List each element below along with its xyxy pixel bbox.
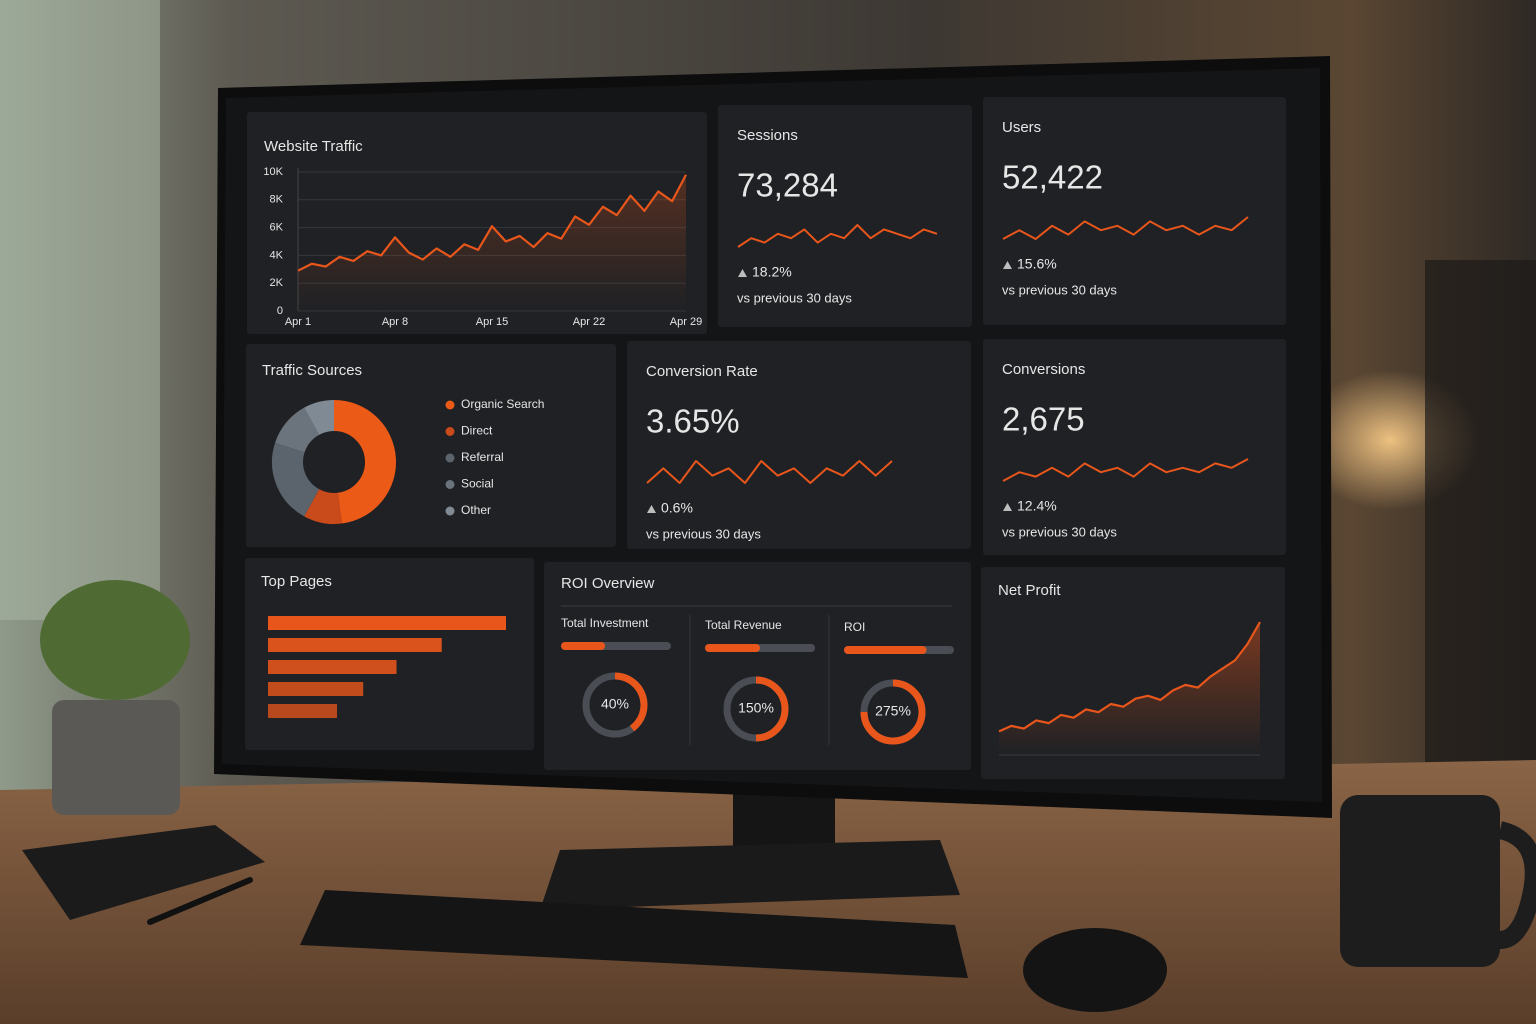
legend-label: Other [461, 503, 491, 517]
plant-pot [52, 700, 180, 815]
y-tick-label: 4K [270, 249, 284, 261]
card-title: Sessions [737, 127, 798, 144]
panel-title: Website Traffic [264, 138, 363, 155]
x-tick-label: Apr 29 [670, 316, 702, 328]
sparkline [1002, 216, 1249, 240]
panel [627, 341, 971, 549]
bar [268, 682, 364, 696]
progress-fill [844, 646, 927, 654]
panel [983, 97, 1286, 325]
mug [1340, 795, 1500, 967]
y-tick-label: 2K [270, 277, 284, 289]
roi-label: ROI [844, 620, 865, 634]
up-arrow [738, 269, 747, 277]
line-series [297, 174, 687, 272]
card-note: vs previous 30 days [1002, 282, 1117, 297]
x-tick-label: Apr 22 [573, 316, 605, 328]
progress-fill [561, 642, 605, 650]
notebook [22, 825, 265, 920]
dashboard: Website Traffic 0 2K 4K 6K 8K 10K Apr 1 Apr 8 Apr… [245, 97, 1286, 779]
x-tick-label: Apr 8 [382, 316, 408, 328]
bar [268, 616, 506, 630]
roi-label: Total Investment [561, 616, 649, 630]
panel-title: Traffic Sources [262, 362, 362, 379]
gauge-arc [755, 676, 789, 742]
keyboard [300, 890, 968, 978]
up-arrow [1003, 261, 1012, 269]
panel-title: Net Profit [998, 582, 1061, 599]
panel [245, 558, 534, 750]
up-arrow [1003, 503, 1012, 511]
pie-slice [275, 407, 320, 454]
roi-label: Total Revenue [705, 618, 782, 632]
bar [268, 660, 397, 674]
gauge-arc [614, 672, 648, 732]
card-note: vs previous 30 days [1002, 524, 1117, 539]
card-value: 73,284 [737, 167, 838, 204]
line-area [298, 174, 686, 311]
pie-slice [304, 400, 335, 436]
card-title: Users [1002, 119, 1041, 136]
card-title: Conversions [1002, 361, 1085, 378]
card-change: 0.6% [661, 500, 693, 516]
card-change: 15.6% [1017, 256, 1057, 272]
gauge-arc [860, 679, 926, 745]
legend-swatch [445, 400, 455, 410]
card-value: 3.65% [646, 403, 740, 440]
bar [268, 704, 338, 718]
panel [983, 339, 1286, 555]
y-tick-label: 10K [263, 166, 283, 178]
card-note: vs previous 30 days [646, 526, 761, 541]
card-change: 18.2% [752, 264, 792, 280]
window [0, 0, 160, 620]
y-tick-label: 8K [270, 194, 284, 206]
gauge-label: 275% [875, 703, 911, 719]
up-arrow [647, 505, 656, 513]
progress-fill [705, 644, 760, 652]
card-value: 2,675 [1002, 401, 1085, 438]
card-title: Conversion Rate [646, 363, 758, 380]
sparkline [737, 224, 938, 248]
mouse [1023, 928, 1167, 1012]
legend-swatch [445, 453, 455, 463]
legend-swatch [445, 480, 455, 489]
y-tick-label: 0 [277, 305, 283, 317]
area-fill [999, 622, 1260, 755]
panel-title: ROI Overview [561, 575, 655, 592]
shelf [1425, 260, 1536, 780]
pie-slice [304, 488, 342, 524]
monitor-base [540, 840, 960, 910]
panel [718, 105, 972, 327]
legend-label: Referral [461, 450, 504, 464]
legend-swatch [445, 506, 455, 516]
card-note: vs previous 30 days [737, 290, 852, 305]
plant [40, 580, 190, 700]
panel-title: Top Pages [261, 573, 332, 590]
bar [268, 638, 442, 652]
sparkline [1002, 458, 1249, 482]
gauge-label: 40% [601, 696, 629, 712]
x-tick-label: Apr 1 [285, 316, 311, 328]
card-change: 12.4% [1017, 498, 1057, 514]
legend-swatch [445, 427, 455, 436]
sparkline [646, 460, 893, 484]
gauge-label: 150% [738, 700, 774, 716]
pie-slice [333, 400, 396, 524]
legend-label: Direct [461, 424, 493, 438]
mug-handle [1497, 821, 1536, 949]
legend-label: Social [461, 477, 494, 491]
card-value: 52,422 [1002, 159, 1103, 196]
x-tick-label: Apr 15 [476, 316, 508, 328]
y-tick-label: 6K [270, 222, 284, 234]
area-line [998, 621, 1261, 733]
legend-label: Organic Search [461, 397, 544, 411]
pie-slice [272, 442, 320, 517]
pen [147, 877, 253, 925]
